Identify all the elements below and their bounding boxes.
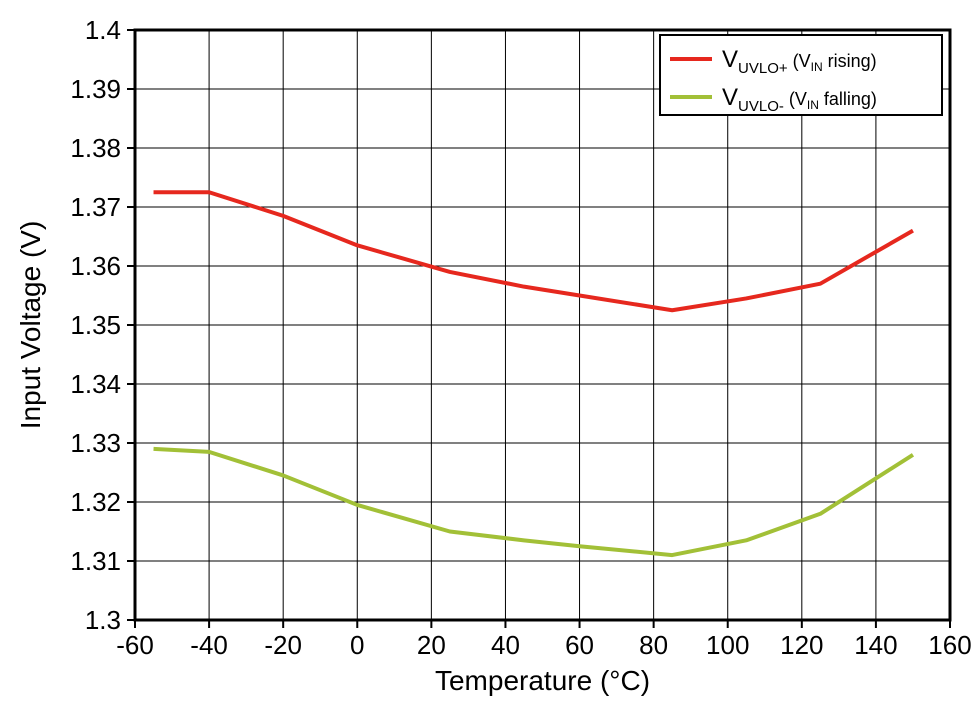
y-tick-label: 1.36	[70, 251, 121, 281]
y-tick-label: 1.3	[85, 605, 121, 635]
y-tick-label: 1.35	[70, 310, 121, 340]
x-axis-label: Temperature (°C)	[435, 665, 650, 696]
x-tick-label: 40	[491, 630, 520, 660]
y-tick-label: 1.38	[70, 133, 121, 163]
x-tick-label: 0	[350, 630, 364, 660]
y-tick-label: 1.31	[70, 546, 121, 576]
x-tick-label: 140	[854, 630, 897, 660]
y-tick-label: 1.33	[70, 428, 121, 458]
x-tick-label: 160	[928, 630, 971, 660]
y-tick-label: 1.39	[70, 74, 121, 104]
x-tick-label: 20	[417, 630, 446, 660]
x-tick-label: 60	[565, 630, 594, 660]
x-tick-label: -40	[190, 630, 228, 660]
x-tick-label: 80	[639, 630, 668, 660]
y-tick-label: 1.32	[70, 487, 121, 517]
chart-svg: -60 -40 -20 0 20 40 60 80 100 120 140 160 1.3 1.31 1.3…	[0, 0, 972, 701]
y-tick-label: 1.37	[70, 192, 121, 222]
x-tick-label: 120	[780, 630, 823, 660]
x-tick-label: -60	[116, 630, 154, 660]
y-axis-label: Input Voltage (V)	[15, 221, 46, 430]
y-tick-label: 1.34	[70, 369, 121, 399]
uvlo-vs-temperature-chart: -60 -40 -20 0 20 40 60 80 100 120 140 160 1.3 1.31 1.3…	[0, 0, 972, 701]
x-tick-label: 100	[706, 630, 749, 660]
y-tick-label: 1.4	[85, 15, 121, 45]
x-tick-label: -20	[264, 630, 302, 660]
